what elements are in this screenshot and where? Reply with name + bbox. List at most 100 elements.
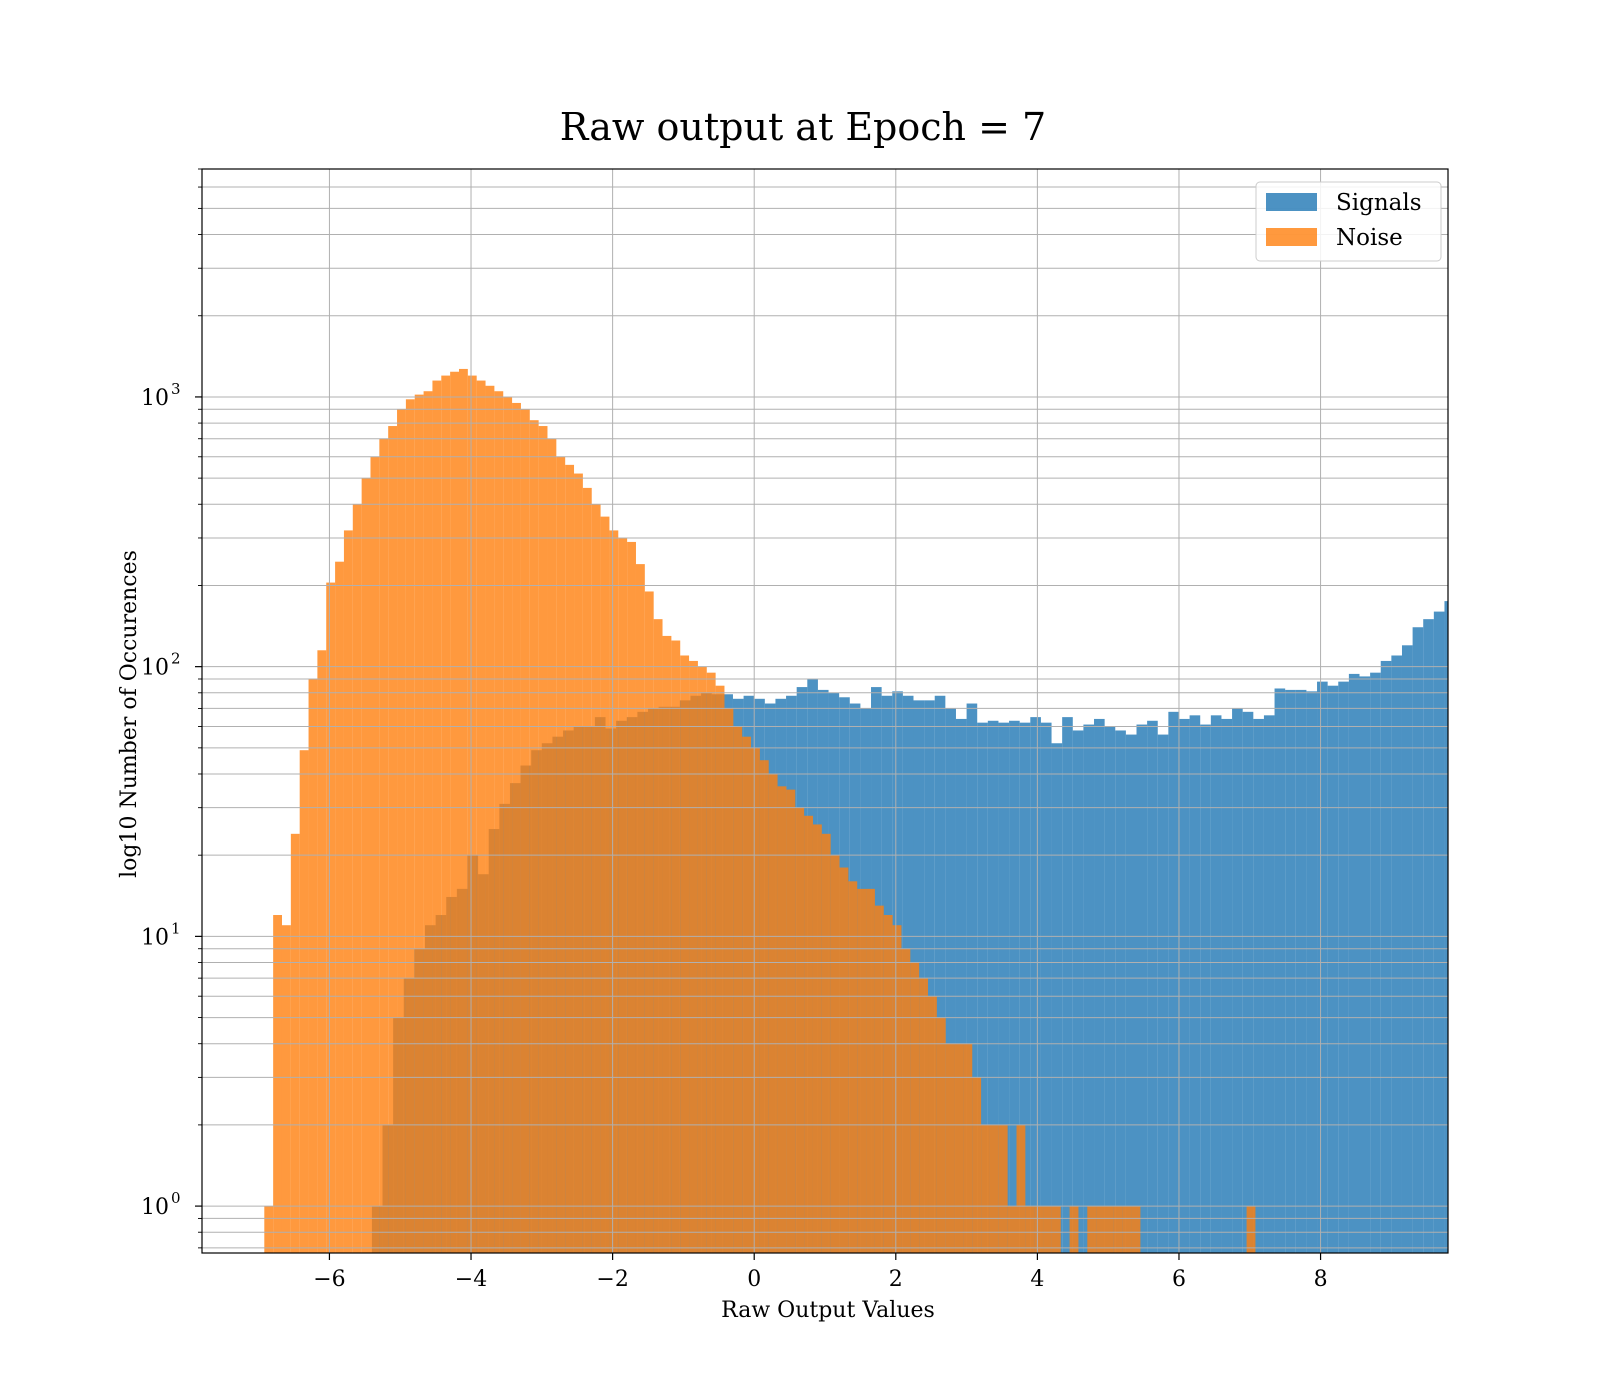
y-tick-label: 10 [141,1195,169,1220]
noise-bar [936,1017,946,1253]
noise-bar [414,394,424,1253]
legend-label-noise: Noise [1336,225,1403,251]
noise-bar [919,978,929,1253]
noise-bar [857,888,867,1253]
noise-bar [512,402,521,1253]
noise-bar [866,888,875,1253]
noise-bar [308,678,318,1253]
signals-bar [1104,726,1116,1253]
noise-bar [591,504,601,1253]
axes-frame [201,168,1449,1254]
noise-bar [379,438,389,1253]
noise-bar [1113,1206,1123,1253]
noise-bar [910,962,920,1253]
x-tick-label: 0 [747,1267,761,1292]
legend-swatch-signals [1266,193,1317,211]
signals-bar [1253,718,1264,1253]
noise-bar [963,1043,973,1253]
signals-bar [1444,601,1448,1253]
noise-bar [795,807,805,1253]
noise-bar [432,380,442,1253]
noise-bar [989,1124,999,1253]
x-tick-label: −4 [455,1267,487,1292]
signals-bar [1285,689,1296,1253]
signals-bar [1306,691,1318,1253]
noise-bar [751,747,760,1253]
noise-bar [671,640,681,1253]
legend-swatch-noise [1266,228,1317,246]
noise-bar [680,655,690,1253]
signals-bar [1412,627,1424,1253]
noise-bar [715,685,725,1253]
signals-bar [1232,708,1243,1253]
x-axis-label: Raw Output Values [721,1298,935,1323]
noise-bar [467,375,477,1253]
chart-title: Raw output at Epoch = 7 [560,105,1046,149]
signals-bar [1168,711,1179,1253]
noise-bar [343,530,353,1253]
noise-bar [1087,1206,1097,1253]
noise-bar [1025,1206,1035,1253]
y-axis-label: log10 Number of Occurences [117,550,142,878]
noise-bar [503,396,513,1253]
noise-bar [874,905,884,1253]
signals-bar [1327,685,1339,1253]
signals-bar [1125,734,1137,1253]
noise-bar [264,1206,274,1253]
noise-bar [1096,1206,1105,1253]
signals-bar [1263,715,1275,1253]
noise-bar [574,473,583,1253]
noise-bar [326,582,336,1253]
noise-bar [485,385,495,1253]
signals-bar [1094,718,1105,1253]
noise-bar [1131,1206,1141,1253]
signals-bar [1242,711,1254,1253]
signals-bar [1040,722,1052,1253]
signals-bar [1062,717,1073,1253]
noise-bar [697,666,707,1253]
y-tick-exponent: 1 [171,919,181,937]
signals-bar [1147,720,1158,1253]
signals-bar [1083,724,1095,1253]
signals-bar [1051,743,1063,1253]
noise-bar [1246,1206,1256,1253]
noise-bar [458,368,468,1253]
noise-bar [759,760,769,1253]
noise-bar [450,371,459,1253]
x-tick-label: −2 [596,1267,628,1292]
signals-bar [1157,734,1169,1253]
noise-bar [538,426,548,1253]
noise-bar [609,530,619,1253]
noise-bar [848,881,858,1253]
noise-bar [397,409,406,1253]
x-tick-label: 4 [1030,1267,1044,1292]
grid-group [202,168,1448,1253]
noise-bar [600,516,610,1253]
signals-bar [1030,717,1041,1253]
noise-bar [830,855,840,1253]
noise-bar [441,375,451,1253]
noise-bar [777,786,787,1253]
legend-label-signals: Signals [1336,190,1422,216]
noise-bar [618,537,628,1253]
x-ticks: −6 −4 −2 0 2 4 6 8 [313,1253,1328,1292]
signals-bar [955,718,967,1253]
noise-bar [476,380,486,1253]
signals-bar [1295,689,1307,1253]
noise-bar [742,736,752,1253]
signals-bar [1391,655,1402,1253]
noise-bar [317,650,327,1253]
signals-bar [1348,673,1360,1253]
signals-bar [1210,715,1222,1253]
noise-bar [998,1124,1008,1253]
signals-bar [1221,718,1233,1253]
signals-bar [1178,718,1190,1253]
noise-bar [901,948,911,1253]
signals-bar [998,722,1010,1253]
signals-bar [1019,722,1031,1253]
signals-bar [1338,681,1349,1253]
noise-bar [1043,1206,1052,1253]
noise-bar [689,660,698,1253]
noise-bar [1007,1206,1017,1253]
